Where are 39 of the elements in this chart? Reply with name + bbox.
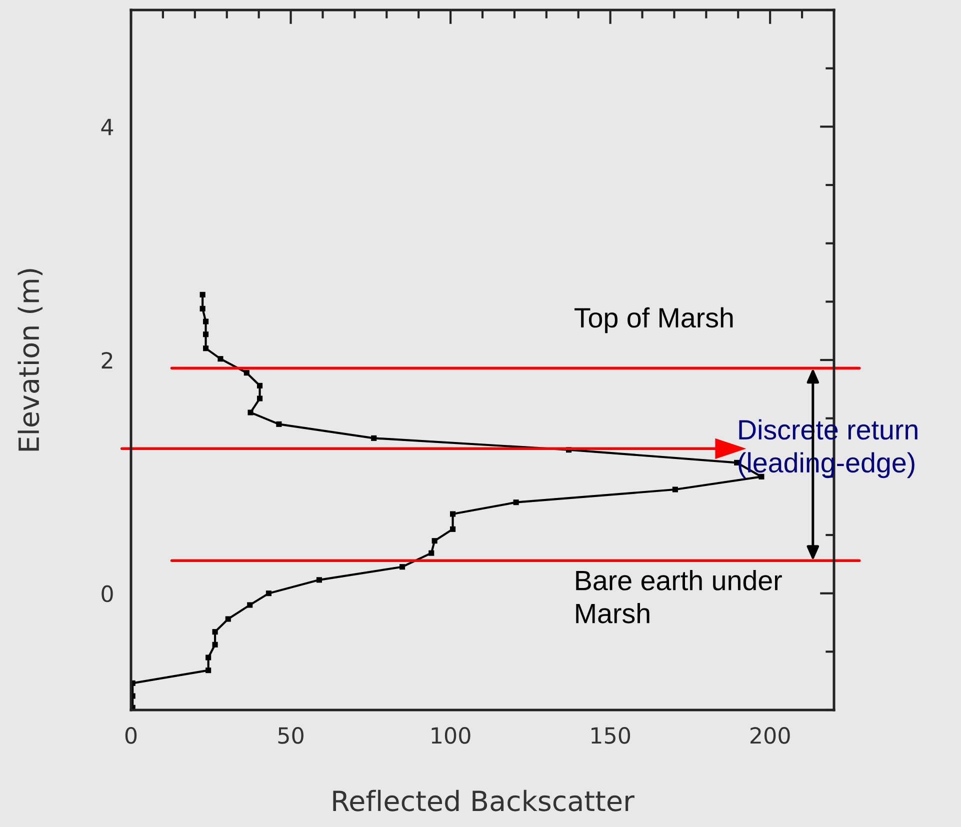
- point: [225, 616, 231, 622]
- point: [316, 577, 322, 583]
- ref-line-label: Top of Marsh: [574, 307, 733, 334]
- point: [212, 629, 218, 635]
- point: [450, 526, 456, 532]
- point: [248, 410, 254, 416]
- point: [200, 306, 206, 312]
- point: [400, 564, 406, 570]
- point: [432, 538, 438, 544]
- x-tick-label: 100: [432, 727, 470, 744]
- x-tick-label: 150: [592, 727, 630, 744]
- point: [247, 602, 253, 608]
- x-axis-title: Reflected Backscatter: [333, 790, 634, 812]
- point: [200, 292, 206, 298]
- point: [276, 421, 282, 427]
- y-axis-title: Elevation (m): [18, 269, 43, 451]
- x-tick-label: 50: [278, 727, 304, 744]
- point: [202, 346, 209, 352]
- point: [450, 511, 456, 517]
- point: [218, 356, 224, 362]
- point: [206, 654, 212, 660]
- ref-line-label: Bare earth under Marsh: [576, 570, 782, 624]
- point: [202, 318, 209, 324]
- point: [428, 550, 434, 556]
- point: [266, 590, 272, 596]
- point: [672, 486, 678, 492]
- y-tick-label: 4: [101, 118, 114, 136]
- x-tick-label: 200: [750, 727, 790, 744]
- point: [206, 668, 212, 674]
- x-tick-label: 0: [125, 727, 137, 744]
- point: [244, 370, 250, 376]
- point: [371, 435, 377, 441]
- point: [202, 332, 209, 338]
- point: [513, 500, 519, 506]
- point: [257, 382, 263, 388]
- point: [257, 396, 263, 402]
- y-tick-label: 0: [102, 585, 113, 602]
- y-tick-label: 2: [102, 352, 112, 368]
- point: [212, 642, 218, 648]
